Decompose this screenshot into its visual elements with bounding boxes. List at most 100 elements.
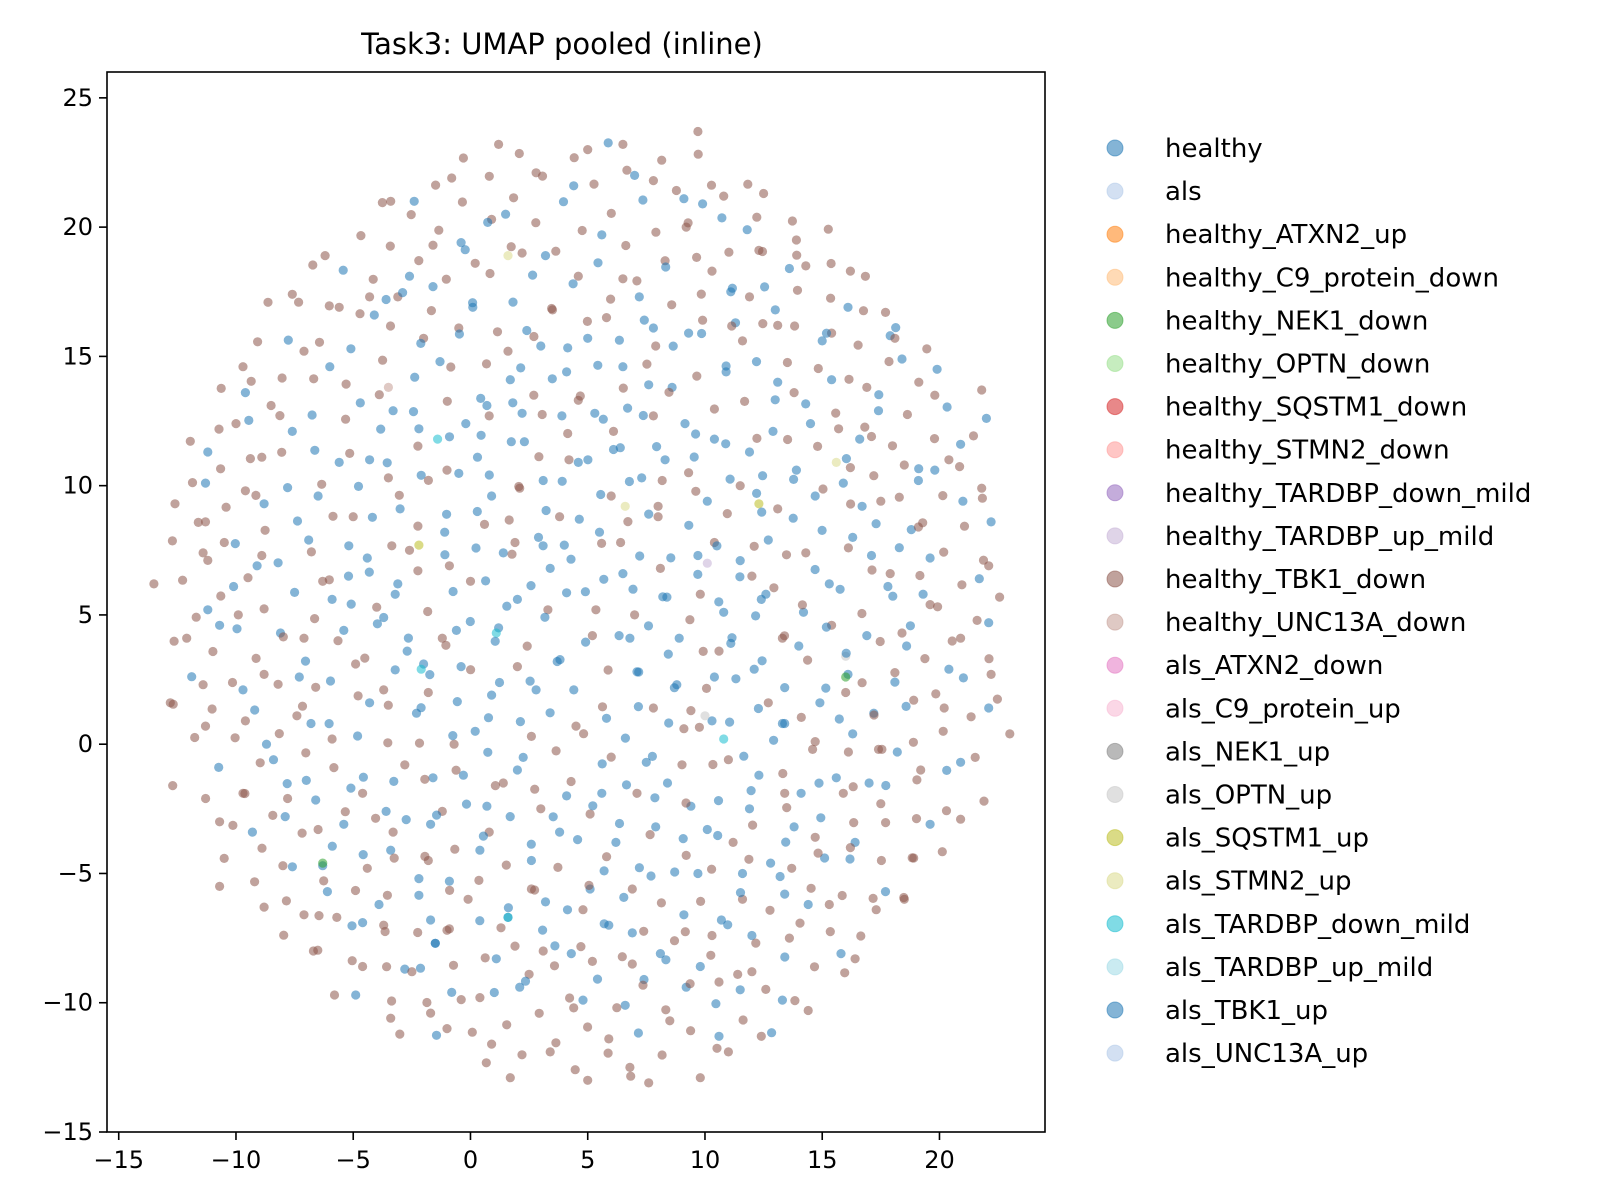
scatter-point-healthy — [731, 674, 741, 684]
scatter-point-healthy — [358, 850, 368, 860]
scatter-point-healthy-TBK1-down — [238, 362, 248, 372]
scatter-point-healthy — [597, 230, 607, 240]
scatter-point-healthy-TBK1-down — [877, 744, 887, 755]
scatter-point-healthy-TBK1-down — [627, 884, 637, 894]
scatter-point-healthy-TBK1-down — [585, 809, 595, 819]
scatter-point-healthy-TBK1-down — [831, 408, 841, 418]
scatter-point-healthy-TBK1-down — [761, 984, 771, 995]
scatter-point-healthy — [791, 465, 802, 475]
scatter-point-healthy-TBK1-down — [514, 148, 524, 159]
scatter-point-healthy-TBK1-down — [707, 266, 717, 276]
y-tick-label: −10 — [42, 989, 93, 1017]
scatter-point-healthy — [824, 579, 834, 589]
scatter-point-healthy-TBK1-down — [273, 679, 283, 689]
scatter-point-healthy-TBK1-down — [692, 371, 702, 381]
scatter-point-healthy-TBK1-down — [653, 512, 663, 522]
scatter-point-healthy-TBK1-down — [671, 185, 682, 196]
scatter-point-healthy-TBK1-down — [810, 832, 820, 842]
scatter-point-healthy — [482, 400, 492, 411]
scatter-point-healthy-TBK1-down — [583, 145, 593, 155]
scatter-point-healthy — [637, 473, 647, 483]
scatter-point-healthy — [548, 812, 558, 822]
scatter-point-healthy-TBK1-down — [501, 860, 511, 870]
scatter-point-healthy-TBK1-down — [334, 302, 344, 312]
scatter-point-healthy — [621, 780, 632, 790]
scatter-point-healthy-TBK1-down — [496, 923, 506, 933]
scatter-point-healthy — [566, 554, 576, 564]
scatter-point-healthy-TBK1-down — [683, 218, 693, 228]
scatter-point-healthy — [282, 779, 292, 789]
scatter-point-healthy — [714, 1031, 724, 1041]
scatter-point-healthy-TBK1-down — [685, 615, 695, 625]
scatter-point-healthy-TBK1-down — [431, 180, 441, 190]
scatter-point-healthy-TBK1-down — [701, 683, 712, 694]
legend-label: healthy_TARDBP_down_mild — [1165, 479, 1531, 509]
scatter-point-healthy-TBK1-down — [765, 905, 775, 915]
scatter-point-healthy — [482, 801, 492, 811]
scatter-point-healthy — [845, 854, 855, 864]
y-tick-label: −15 — [42, 1118, 93, 1146]
scatter-point-healthy — [416, 338, 426, 348]
scatter-point-healthy-TBK1-down — [834, 424, 844, 434]
scatter-point-healthy-TBK1-down — [929, 434, 940, 444]
scatter-point-healthy — [913, 475, 924, 486]
scatter-point-healthy — [461, 419, 471, 429]
scatter-point-healthy — [633, 702, 644, 712]
scatter-point-healthy — [483, 217, 493, 227]
scatter-point-healthy-TBK1-down — [386, 1013, 396, 1023]
scatter-point-healthy-TBK1-down — [667, 300, 677, 310]
scatter-point-healthy — [892, 747, 902, 757]
scatter-point-healthy — [821, 622, 832, 632]
scatter-point-healthy — [723, 920, 733, 930]
scatter-point-healthy-TBK1-down — [297, 828, 307, 838]
scatter-point-healthy — [648, 323, 659, 333]
scatter-point-healthy-TBK1-down — [481, 359, 492, 369]
scatter-point-healthy-TBK1-down — [423, 606, 433, 617]
scatter-point-healthy-TBK1-down — [737, 336, 748, 346]
scatter-point-healthy-TBK1-down — [686, 1026, 696, 1036]
legend-label: als_UNC13A_up — [1165, 1039, 1368, 1069]
scatter-point-healthy-TBK1-down — [389, 853, 399, 863]
scatter-point-healthy-TBK1-down — [216, 464, 226, 474]
scatter-point-healthy-TBK1-down — [876, 799, 886, 809]
scatter-point-healthy — [956, 439, 966, 449]
scatter-point-healthy-TBK1-down — [423, 475, 433, 485]
scatter-point-healthy — [541, 505, 551, 516]
scatter-point-healthy-TBK1-down — [250, 877, 260, 887]
scatter-point-healthy — [707, 716, 717, 726]
legend-marker — [1106, 699, 1124, 717]
scatter-point-healthy-TBK1-down — [507, 549, 517, 559]
scatter-point-healthy-TBK1-down — [747, 967, 757, 977]
scatter-point-healthy-TBK1-down — [758, 319, 768, 329]
scatter-point-healthy — [635, 551, 645, 561]
scatter-point-healthy-TBK1-down — [576, 942, 586, 952]
scatter-point-healthy — [753, 703, 764, 714]
scatter-point-healthy-TBK1-down — [299, 633, 309, 643]
scatter-point-healthy-TBK1-down — [182, 633, 192, 643]
scatter-point-healthy-TBK1-down — [727, 321, 737, 331]
scatter-point-healthy — [843, 302, 853, 312]
scatter-point-healthy-TBK1-down — [661, 1005, 671, 1015]
scatter-point-healthy-TBK1-down — [530, 885, 540, 895]
scatter-point-healthy-TBK1-down — [479, 519, 490, 530]
scatter-point-healthy-TBK1-down — [543, 605, 553, 615]
scatter-point-healthy-TBK1-down — [669, 936, 680, 946]
scatter-point-healthy — [290, 587, 300, 598]
scatter-point-healthy-TBK1-down — [789, 388, 799, 398]
scatter-point-healthy — [661, 955, 671, 965]
scatter-point-healthy-TBK1-down — [510, 941, 520, 951]
scatter-point-healthy-TBK1-down — [382, 962, 392, 972]
scatter-point-healthy — [974, 574, 984, 584]
scatter-point-healthy-TBK1-down — [787, 216, 798, 226]
scatter-point-healthy-TBK1-down — [551, 1038, 561, 1048]
scatter-point-healthy-TBK1-down — [277, 447, 287, 457]
scatter-point-healthy-TBK1-down — [536, 804, 546, 814]
scatter-point-healthy-TBK1-down — [444, 561, 454, 571]
scatter-point-healthy — [827, 375, 837, 385]
scatter-point-healthy-TBK1-down — [358, 788, 368, 798]
scatter-point-healthy-TBK1-down — [606, 752, 616, 762]
scatter-point-healthy — [766, 858, 776, 868]
scatter-point-healthy-TBK1-down — [638, 980, 648, 990]
scatter-point-healthy — [713, 796, 724, 806]
legend-marker — [1106, 958, 1124, 976]
